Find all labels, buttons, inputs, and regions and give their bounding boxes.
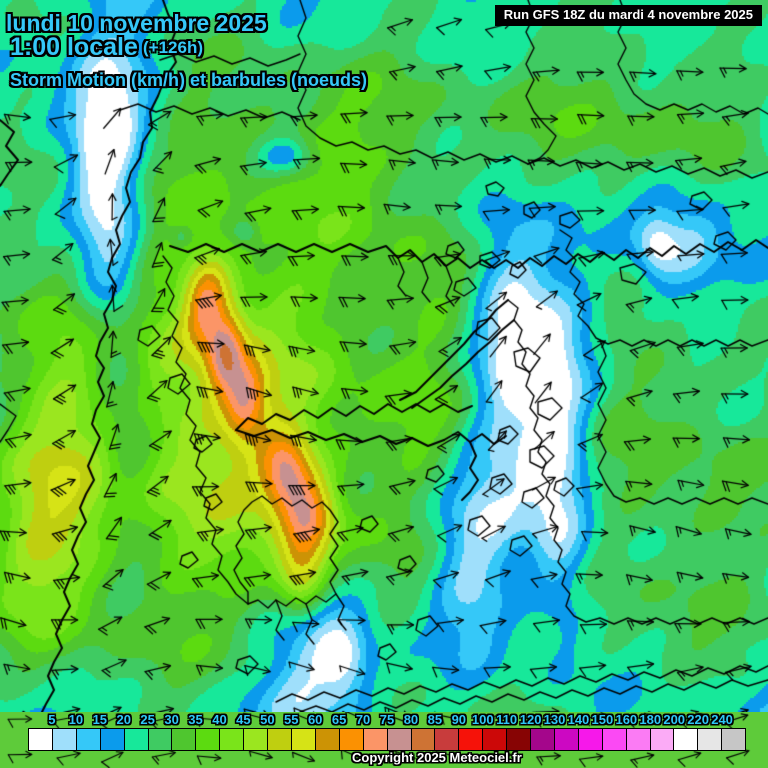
legend-swatch (650, 729, 675, 750)
wind-barb-overlay (0, 0, 768, 712)
legend-tick: 65 (331, 712, 347, 727)
legend-swatch (363, 729, 388, 750)
legend-tick: 85 (427, 712, 443, 727)
legend-tick: 180 (639, 712, 662, 727)
legend-tick: 70 (355, 712, 371, 727)
legend-color-bar (28, 728, 746, 751)
legend-swatch (435, 729, 460, 750)
legend-swatch (52, 729, 77, 750)
legend-swatch (244, 729, 269, 750)
legend-tick: 100 (471, 712, 494, 727)
legend-tick: 20 (116, 712, 131, 727)
legend-swatch (459, 729, 484, 750)
legend-swatch (148, 729, 173, 750)
legend-swatch (172, 729, 197, 750)
legend-tick: 10 (68, 712, 84, 727)
legend-tick: 160 (615, 712, 638, 727)
legend-swatch (602, 729, 627, 750)
legend-swatch (507, 729, 532, 750)
legend-tick: 80 (403, 712, 419, 727)
legend-swatch (315, 729, 340, 750)
legend-swatch (674, 729, 699, 750)
legend-tick: 50 (260, 712, 275, 727)
legend-swatch (29, 729, 53, 750)
legend-tick: 45 (236, 712, 251, 727)
legend-tick: 110 (496, 712, 518, 727)
forecast-time-label: 1:00 locale (10, 33, 138, 61)
copyright-label: Copyright 2025 Meteociel.fr (352, 750, 522, 765)
legend-tick: 150 (591, 712, 614, 727)
legend-tick: 5 (48, 712, 56, 727)
legend-swatch (76, 729, 101, 750)
parameter-label: Storm Motion (km/h) et barbules (noeuds) (10, 70, 368, 90)
legend-tick: 30 (164, 712, 179, 727)
legend-tick: 15 (92, 712, 108, 727)
legend-swatch (578, 729, 603, 750)
legend-tick: 140 (567, 712, 590, 727)
legend-tick: 55 (284, 712, 299, 727)
legend-tick: 240 (711, 712, 733, 727)
legend-swatch (100, 729, 125, 750)
legend-tick: 35 (188, 712, 203, 727)
legend-tick: 200 (663, 712, 686, 727)
legend-swatch (483, 729, 508, 750)
legend-swatch (268, 729, 292, 750)
legend-tick-labels: 5 10 15 20 25 30 35 40 45 50 55 60 65 70 75 80 85 90 100 11… (0, 712, 768, 728)
legend-swatch (291, 729, 316, 750)
legend-swatch (411, 729, 436, 750)
legend-tick: 130 (543, 712, 566, 727)
legend-swatch (124, 729, 149, 750)
legend-swatch (698, 729, 723, 750)
forecast-step-label: (+126h) (143, 38, 203, 57)
legend-swatch (626, 729, 651, 750)
legend-swatch (387, 729, 412, 750)
legend-swatch (722, 729, 746, 750)
legend-tick: 60 (307, 712, 323, 727)
legend-tick: 120 (519, 712, 542, 727)
forecast-date-label: lundi 10 novembre 2025 (6, 10, 267, 36)
legend-tick: 75 (379, 712, 395, 727)
color-scale-legend: 5 10 15 20 25 30 35 40 45 50 55 60 65 70 75 80 85 90 100 11… (0, 712, 768, 768)
legend-swatch (220, 729, 245, 750)
model-run-label: Run GFS 18Z du mardi 4 novembre 2025 (494, 5, 762, 27)
weather-map[interactable]: lundi 10 novembre 2025 1:00 locale (+126… (0, 0, 768, 712)
legend-tick: 220 (687, 712, 709, 727)
legend-tick: 40 (212, 712, 227, 727)
legend-tick: 25 (140, 712, 155, 727)
legend-tick: 90 (451, 712, 467, 727)
legend-swatch (196, 729, 221, 750)
legend-swatch (339, 729, 364, 750)
legend-swatch (554, 729, 579, 750)
legend-swatch (531, 729, 555, 750)
